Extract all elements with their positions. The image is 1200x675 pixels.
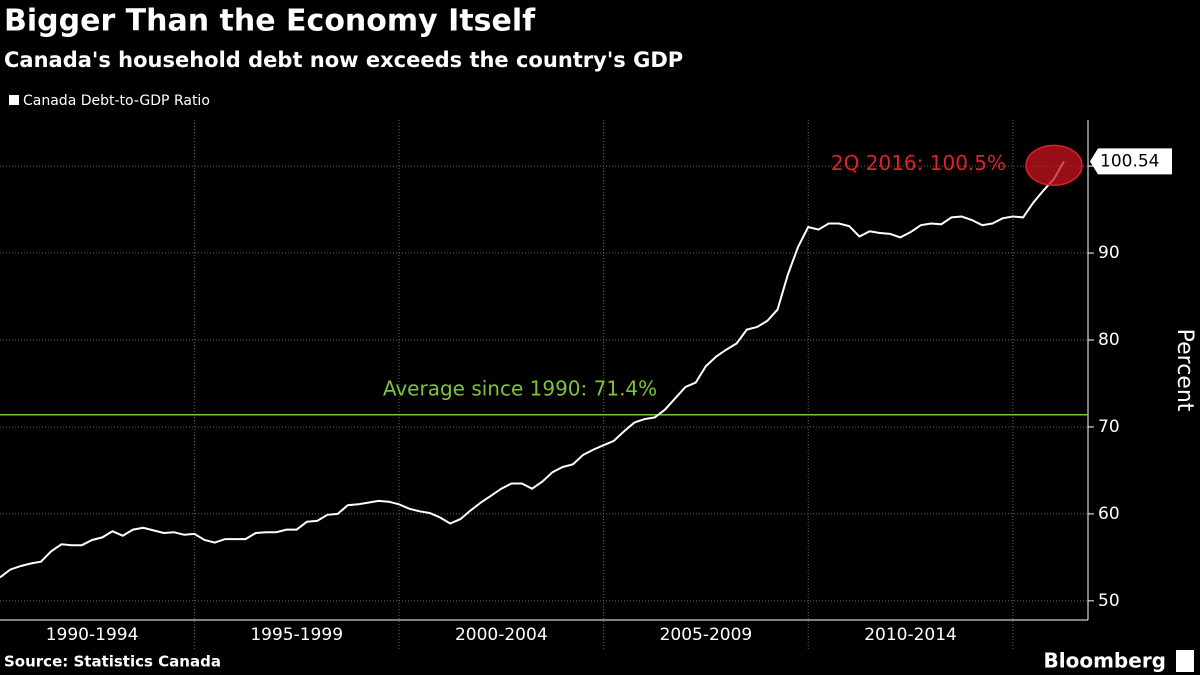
plot: 50607080901001990-19941995-19992000-2004… [0, 120, 1197, 650]
y-tick-label: 50 [1098, 591, 1120, 611]
chart-title: Bigger Than the Economy Itself [4, 4, 536, 39]
last-value-label: 100.54 [1100, 151, 1159, 171]
legend-swatch [9, 95, 19, 105]
y-tick-label: 60 [1098, 504, 1120, 524]
legend-label: Canada Debt-to-GDP Ratio [23, 93, 210, 109]
data-line [0, 160, 1065, 579]
x-period-label: 1995-1999 [250, 625, 343, 645]
average-label: Average since 1990: 71.4% [383, 376, 657, 400]
y-axis-label: Percent [1172, 329, 1197, 412]
last-value-flag [1090, 148, 1172, 175]
highlight-label: 2Q 2016: 100.5% [831, 151, 1006, 175]
brand-icon [1176, 650, 1194, 672]
x-period-label: 1990-1994 [46, 625, 139, 645]
y-tick-label: 70 [1098, 417, 1120, 437]
x-period-label: 2005-2009 [660, 625, 753, 645]
y-tick-label: 90 [1098, 243, 1120, 263]
highlight-circle [1025, 144, 1083, 187]
y-tick-label: 80 [1098, 330, 1120, 350]
chart-subtitle: Canada's household debt now exceeds the … [4, 48, 683, 72]
x-period-label: 2000-2004 [455, 625, 548, 645]
x-period-label: 2010-2014 [864, 625, 957, 645]
brand: Bloomberg [1044, 649, 1166, 673]
source: Source: Statistics Canada [4, 653, 221, 671]
